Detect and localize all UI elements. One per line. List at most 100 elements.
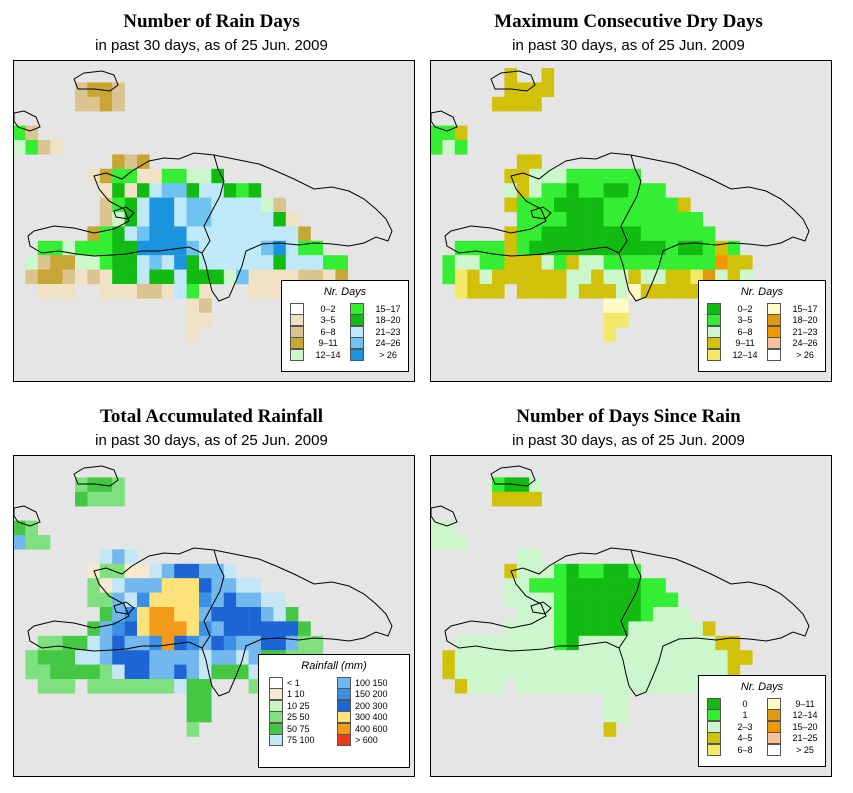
legend-label: 24–26 bbox=[792, 338, 818, 349]
map-cell bbox=[199, 563, 212, 579]
map-cell bbox=[603, 312, 617, 328]
map-cell bbox=[186, 607, 200, 622]
map-cell bbox=[236, 197, 249, 213]
map-cell bbox=[124, 226, 138, 241]
map-cell bbox=[628, 284, 641, 299]
map-cell bbox=[665, 197, 679, 213]
map-cell bbox=[566, 240, 579, 256]
map-cell bbox=[678, 679, 691, 694]
map-cell bbox=[603, 269, 617, 285]
map-cell bbox=[112, 679, 125, 694]
map-cell bbox=[186, 679, 200, 694]
map-cell bbox=[566, 578, 579, 593]
map-cell bbox=[87, 226, 100, 241]
map-cell bbox=[665, 664, 679, 680]
legend-label: 12–14 bbox=[792, 710, 818, 721]
map-cell bbox=[124, 592, 138, 608]
map-cell bbox=[529, 226, 542, 241]
map-cell bbox=[236, 578, 249, 593]
legend-column: 100 150 150 200 200 300 300 400 400 600 > 600 bbox=[337, 676, 403, 747]
map-cell bbox=[310, 255, 324, 270]
map-cell bbox=[174, 563, 187, 579]
map-cell bbox=[591, 679, 604, 694]
map-cell bbox=[554, 212, 567, 227]
map-cell bbox=[211, 226, 224, 241]
map-cell bbox=[640, 269, 654, 285]
map-cell bbox=[112, 240, 125, 256]
border-line bbox=[201, 154, 225, 254]
map-cell bbox=[516, 96, 530, 112]
map-cell bbox=[75, 477, 88, 492]
map-cell bbox=[678, 255, 691, 270]
legend-swatch bbox=[269, 688, 283, 701]
panel-title: Maximum Consecutive Dry Days bbox=[494, 11, 763, 32]
map-cell bbox=[516, 240, 530, 256]
map-cell bbox=[665, 607, 679, 622]
map-cell bbox=[149, 255, 162, 270]
map-cell bbox=[628, 578, 641, 593]
map-cell bbox=[603, 183, 617, 198]
map-cell bbox=[603, 212, 617, 227]
legend-swatch bbox=[269, 711, 283, 724]
map-cell bbox=[516, 664, 530, 680]
map-cell bbox=[248, 226, 262, 241]
map-cell bbox=[161, 240, 175, 256]
legend-item: 6–8 bbox=[707, 325, 765, 338]
map-cell bbox=[87, 650, 100, 665]
map-cell bbox=[112, 96, 125, 112]
legend-swatch bbox=[337, 699, 351, 712]
map-cell bbox=[442, 269, 455, 285]
map-cell bbox=[665, 679, 679, 694]
map-cell bbox=[516, 154, 530, 169]
map-cell bbox=[628, 226, 641, 241]
map-cell bbox=[261, 635, 274, 651]
map-cell bbox=[75, 664, 88, 680]
map-cell bbox=[273, 212, 286, 227]
legend-item: 25 50 bbox=[269, 711, 335, 724]
map-cell bbox=[665, 269, 679, 285]
map-cell bbox=[285, 240, 299, 256]
legend-label: 0–2 bbox=[320, 303, 336, 314]
map-cell bbox=[504, 226, 517, 241]
map-cell bbox=[124, 549, 138, 564]
map-cell bbox=[211, 578, 224, 593]
map-cell bbox=[223, 212, 237, 227]
map-cell bbox=[273, 621, 286, 636]
map-cell bbox=[516, 650, 530, 665]
map-cell bbox=[99, 255, 113, 270]
map-cell bbox=[578, 168, 592, 184]
map-cell bbox=[442, 650, 455, 665]
map-cell bbox=[50, 650, 63, 665]
map-cell bbox=[137, 226, 150, 241]
map-cell bbox=[554, 650, 567, 665]
map-cell bbox=[616, 312, 629, 328]
map-cell bbox=[516, 255, 530, 270]
map-cell bbox=[541, 563, 555, 579]
map-cell bbox=[616, 578, 629, 593]
map-cell bbox=[578, 197, 592, 213]
map-cell bbox=[223, 578, 237, 593]
coastline bbox=[431, 505, 458, 527]
legend-swatch bbox=[350, 325, 364, 338]
map-cell bbox=[740, 650, 753, 665]
map-cell bbox=[248, 635, 262, 651]
panel-rainfall: Total Accumulated Rainfall in past 30 da… bbox=[10, 400, 415, 790]
map-cell bbox=[616, 592, 629, 608]
map-cell bbox=[554, 563, 567, 579]
map-cell bbox=[578, 212, 592, 227]
map-cell bbox=[161, 650, 175, 665]
map: Nr. Days 0 1 2–3 4–5 6–8 9–11 12–14 15–20 21–25… bbox=[430, 455, 832, 777]
map-cell bbox=[653, 578, 666, 593]
map-cell bbox=[25, 535, 38, 550]
map-cell bbox=[323, 255, 336, 270]
legend-label: 21–23 bbox=[375, 326, 401, 337]
map-cell bbox=[174, 168, 187, 184]
map-cell bbox=[640, 212, 654, 227]
legend-item: 3–5 bbox=[707, 314, 765, 327]
map-cell bbox=[616, 664, 629, 680]
map-cell bbox=[285, 212, 299, 227]
map-cell bbox=[37, 650, 51, 665]
map-cell bbox=[616, 168, 629, 184]
map-cell bbox=[99, 578, 113, 593]
